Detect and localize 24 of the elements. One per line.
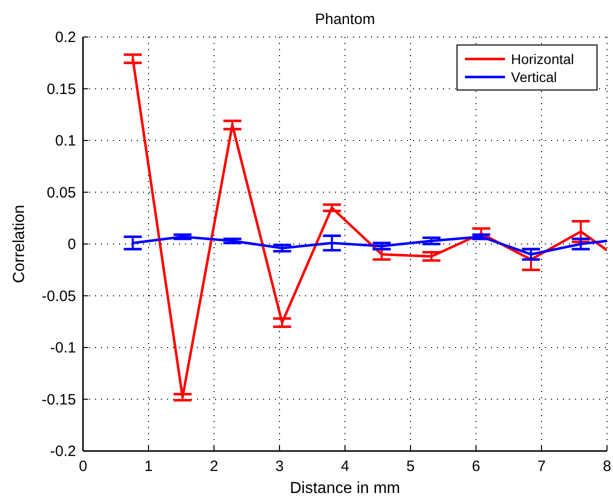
y-tick-label: 0.15 (46, 80, 76, 98)
x-tick-label: 8 (602, 458, 612, 475)
x-tick-label: 4 (340, 458, 350, 475)
x-tick-label: 1 (144, 458, 153, 475)
y-tick-label: -0.2 (50, 443, 76, 460)
y-tick-label: -0.05 (42, 288, 76, 305)
y-tick-label: 0.2 (55, 29, 76, 46)
legend-label: Vertical (511, 69, 557, 85)
chart-title: Phantom (314, 11, 376, 28)
y-tick-label: -0.1 (50, 340, 76, 356)
legend-label: Horizontal (511, 51, 574, 67)
line-series (132, 236, 607, 256)
x-axis-title: Distance in mm (290, 480, 400, 497)
x-tick-label: 3 (275, 458, 284, 475)
y-tick-label: 0.05 (46, 184, 76, 202)
x-tick-label: 2 (210, 458, 218, 475)
x-tick-label: 0 (78, 458, 88, 475)
x-tick-label: 5 (406, 458, 415, 475)
y-tick-label: -0.15 (42, 391, 76, 408)
y-tick-label: 0.1 (55, 132, 76, 150)
x-tick-label: 6 (472, 458, 480, 475)
y-tick-label: 0 (68, 236, 76, 253)
x-tick-label: 7 (537, 458, 546, 475)
y-axis-title: Correlation (11, 204, 28, 284)
